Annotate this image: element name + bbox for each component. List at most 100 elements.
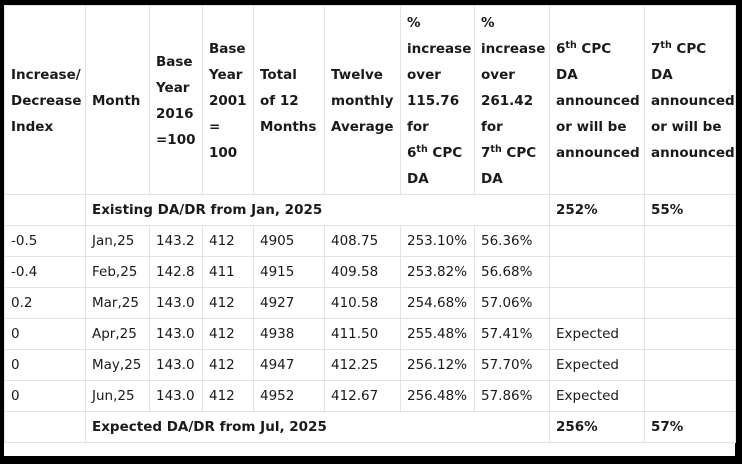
ann6-cell — [549, 287, 645, 319]
header-line: Base — [209, 41, 246, 57]
header-line: =100 — [156, 132, 196, 148]
header-line: 2001 — [209, 93, 247, 109]
header-cell: Base Year 2001 = 100 — [202, 5, 254, 195]
header-line: increase — [407, 41, 472, 57]
average-cell: 412.25 — [324, 349, 401, 381]
ann6-cell: Expected — [549, 318, 645, 350]
expected-da-row: Expected DA/DR from Jul, 2025 256% 57% — [4, 411, 736, 443]
header-line: or will be — [651, 119, 722, 135]
header-line: Average — [331, 119, 394, 135]
base2001-cell: 411 — [202, 256, 254, 288]
header-line: % — [481, 15, 495, 31]
pct7-cell: 57.06% — [474, 287, 550, 319]
header-line: Month — [92, 93, 141, 109]
total-cell: 4947 — [253, 349, 325, 381]
average-cell: 409.58 — [324, 256, 401, 288]
header-line: 115.76 — [407, 93, 460, 109]
header-line: Total — [260, 67, 297, 83]
expected-da-label: Expected DA/DR from Jul, 2025 — [85, 411, 550, 443]
header-line: 7th CPC — [651, 40, 707, 57]
header-cell: Twelve monthly Average — [324, 5, 401, 195]
header-line: 6th CPC — [407, 144, 463, 161]
month-cell: Jun,25 — [85, 380, 150, 412]
average-cell: 410.58 — [324, 287, 401, 319]
header-cell: 6th CPC DA announced or will be announced — [549, 5, 645, 195]
pct7-cell: 57.41% — [474, 318, 550, 350]
header-line: % — [407, 15, 421, 31]
ann6-cell — [549, 225, 645, 257]
header-line: Index — [11, 119, 54, 135]
pct6-cell: 256.48% — [400, 380, 475, 412]
index-cell: 0.2 — [4, 287, 86, 319]
ann7-cell — [644, 256, 736, 288]
index-cell: -0.5 — [4, 225, 86, 257]
expected-da-6th: 256% — [549, 411, 645, 443]
header-cell: % increase over 115.76 for 6th CPC DA — [400, 5, 475, 195]
header-cell: % increase over 261.42 for 7th CPC DA — [474, 5, 550, 195]
da-calculation-table: Increase/Decrease Index Month Base Year 201… — [4, 5, 736, 443]
existing-da-6th: 252% — [549, 194, 645, 226]
pct6-cell: 254.68% — [400, 287, 475, 319]
header-line: 6th CPC — [556, 40, 612, 57]
average-cell: 411.50 — [324, 318, 401, 350]
total-cell: 4952 — [253, 380, 325, 412]
header-line: announced — [556, 93, 640, 109]
header-row: Increase/Decrease Index Month Base Year 201… — [4, 5, 736, 195]
header-line: Year — [156, 80, 190, 96]
month-cell: Jan,25 — [85, 225, 150, 257]
average-cell: 412.67 — [324, 380, 401, 412]
header-line: Year — [209, 67, 243, 83]
month-cell: Apr,25 — [85, 318, 150, 350]
header-line: for — [407, 119, 429, 135]
pct7-cell: 57.70% — [474, 349, 550, 381]
pct6-cell: 253.10% — [400, 225, 475, 257]
table-row: 0.2 Mar,25 143.0 412 4927 410.58 254.68%… — [4, 287, 736, 319]
header-line: increase — [481, 41, 546, 57]
table-row: -0.5 Jan,25 143.2 412 4905 408.75 253.10… — [4, 225, 736, 257]
header-cell: Increase/Decrease Index — [4, 5, 86, 195]
ann7-cell — [644, 225, 736, 257]
index-cell: 0 — [4, 318, 86, 350]
ann7-cell — [644, 349, 736, 381]
existing-da-label: Existing DA/DR from Jan, 2025 — [85, 194, 550, 226]
header-line: DA — [481, 171, 503, 187]
expected-da-7th: 57% — [644, 411, 736, 443]
base2001-cell: 412 — [202, 318, 254, 350]
total-cell: 4938 — [253, 318, 325, 350]
pct6-cell: 255.48% — [400, 318, 475, 350]
month-cell: Feb,25 — [85, 256, 150, 288]
header-line: DA — [407, 171, 429, 187]
pct7-cell: 57.86% — [474, 380, 550, 412]
ann7-cell — [644, 287, 736, 319]
table-row: -0.4 Feb,25 142.8 411 4915 409.58 253.82… — [4, 256, 736, 288]
index-cell: 0 — [4, 349, 86, 381]
table-frame: Increase/Decrease Index Month Base Year 201… — [4, 5, 736, 456]
month-cell: May,25 — [85, 349, 150, 381]
table-row: 0 Apr,25 143.0 412 4938 411.50 255.48% 5… — [4, 318, 736, 350]
base2016-cell: 142.8 — [149, 256, 203, 288]
base2016-cell: 143.0 — [149, 318, 203, 350]
table-row: 0 May,25 143.0 412 4947 412.25 256.12% 5… — [4, 349, 736, 381]
pct7-cell: 56.36% — [474, 225, 550, 257]
header-line: announced — [651, 145, 735, 161]
base2016-cell: 143.0 — [149, 380, 203, 412]
table-row: 0 Jun,25 143.0 412 4952 412.67 256.48% 5… — [4, 380, 736, 412]
total-cell: 4915 — [253, 256, 325, 288]
base2001-cell: 412 — [202, 287, 254, 319]
header-line: for — [481, 119, 503, 135]
average-cell: 408.75 — [324, 225, 401, 257]
header-line: or will be — [556, 119, 627, 135]
header-line: 261.42 — [481, 93, 534, 109]
header-line: Increase/ — [11, 67, 81, 83]
pct6-cell: 256.12% — [400, 349, 475, 381]
header-line: Months — [260, 119, 317, 135]
existing-da-row: Existing DA/DR from Jan, 2025 252% 55% — [4, 194, 736, 226]
header-line: DA — [651, 67, 673, 83]
header-line: announced — [556, 145, 640, 161]
ann6-cell: Expected — [549, 380, 645, 412]
header-line: Twelve — [331, 67, 383, 83]
ann6-cell — [549, 256, 645, 288]
ann6-cell: Expected — [549, 349, 645, 381]
header-line: over — [481, 67, 515, 83]
base2016-cell: 143.0 — [149, 287, 203, 319]
